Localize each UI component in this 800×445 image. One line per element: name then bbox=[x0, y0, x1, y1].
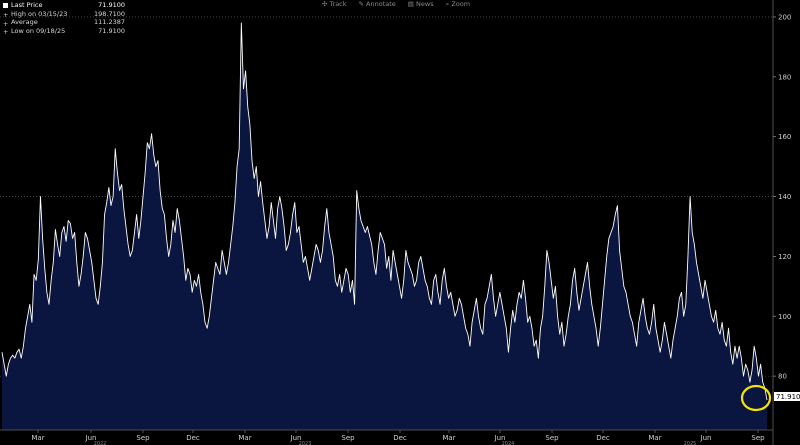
x-year-label-2022: 2022 bbox=[94, 441, 107, 445]
x-tick-label-7: Dec bbox=[393, 434, 407, 442]
track-button[interactable]: ✣ Track bbox=[322, 0, 347, 8]
legend-swatch-last-price bbox=[3, 2, 8, 8]
legend-value-low: 71.9100 bbox=[98, 26, 125, 35]
series-line bbox=[1, 22, 768, 401]
chart-area-layer bbox=[1, 22, 768, 431]
y-tick-label-100: 100 bbox=[778, 313, 791, 321]
annotate-button[interactable]: ✎ Annotate bbox=[358, 0, 396, 8]
x-tick-label-1: Jun bbox=[85, 434, 97, 442]
y-axis: 80 100 120 140 160 180 200 71.910 bbox=[772, 0, 800, 445]
zoom-label: Zoom bbox=[451, 0, 471, 8]
x-tick-label-3: Dec bbox=[186, 434, 200, 442]
x-tick-label-2: Sep bbox=[136, 434, 150, 442]
highlight-circle bbox=[740, 384, 772, 412]
legend-row-average: + Average 111.2387 bbox=[3, 18, 125, 28]
y-tick-label-200: 200 bbox=[778, 13, 791, 21]
zoom-button[interactable]: ⌕ Zoom bbox=[445, 0, 471, 8]
x-tick-label-6: Sep bbox=[341, 434, 355, 442]
x-year-label-2023: 2023 bbox=[299, 441, 312, 445]
x-tick-label-9: Jun bbox=[494, 434, 506, 442]
legend-label-high: High on 03/15/23 bbox=[11, 9, 68, 18]
x-tick-label-11: Dec bbox=[596, 434, 610, 442]
x-tick-label-14: Sep bbox=[751, 434, 765, 442]
legend-label-last-price: Last Price bbox=[11, 1, 43, 9]
x-axis: Mar Jun Sep Dec Mar Jun Sep Dec Mar Jun Sep Dec Mar J… bbox=[0, 429, 773, 445]
y-tick-label-80: 80 bbox=[778, 373, 787, 381]
x-tick-label-12: Mar bbox=[648, 434, 661, 442]
legend-value-high: 198.7100 bbox=[93, 9, 125, 18]
track-label: Track bbox=[329, 0, 347, 8]
last-price-label: 71.910 bbox=[776, 393, 800, 401]
legend-row-low: + Low on 09/18/25 71.9100 bbox=[3, 26, 125, 37]
chart-legend: Last Price 71.9100 + High on 03/15/23 19… bbox=[3, 1, 125, 37]
x-tick-label-10: Sep bbox=[545, 434, 559, 442]
news-label: News bbox=[416, 0, 434, 8]
legend-swatch-high: + bbox=[3, 11, 9, 20]
series-area-fill bbox=[2, 22, 767, 431]
news-button[interactable]: ▤ News bbox=[407, 0, 434, 8]
legend-label-average: Average bbox=[11, 18, 38, 26]
x-year-label-2024: 2024 bbox=[502, 441, 515, 445]
x-tick-label-13: Jun bbox=[700, 434, 712, 442]
last-price-tag bbox=[774, 392, 800, 401]
legend-row-last-price: Last Price 71.9100 bbox=[3, 1, 125, 10]
y-tick-label-140: 140 bbox=[778, 193, 791, 201]
legend-swatch-low: + bbox=[3, 28, 9, 37]
chart-markers bbox=[740, 384, 772, 412]
y-tick-label-120: 120 bbox=[778, 253, 791, 261]
x-tick-label-8: Mar bbox=[442, 434, 455, 442]
x-tick-label-4: Mar bbox=[238, 434, 251, 442]
legend-label-low: Low on 09/18/25 bbox=[11, 26, 66, 35]
legend-row-high: + High on 03/15/23 198.7100 bbox=[3, 9, 125, 20]
x-year-label-2025: 2025 bbox=[684, 441, 697, 445]
legend-value-average: 111.2387 bbox=[93, 18, 125, 26]
x-tick-label-0: Mar bbox=[31, 434, 44, 442]
legend-swatch-average: + bbox=[3, 19, 9, 28]
chart-toolbar: ✣ Track ✎ Annotate ▤ News ⌕ Zoom bbox=[322, 0, 470, 9]
legend-value-last-price: 71.9100 bbox=[98, 1, 125, 9]
annotate-label: Annotate bbox=[366, 0, 396, 8]
y-tick-label-180: 180 bbox=[778, 73, 791, 81]
y-tick-label-160: 160 bbox=[778, 133, 791, 141]
x-tick-label-5: Jun bbox=[290, 434, 302, 442]
